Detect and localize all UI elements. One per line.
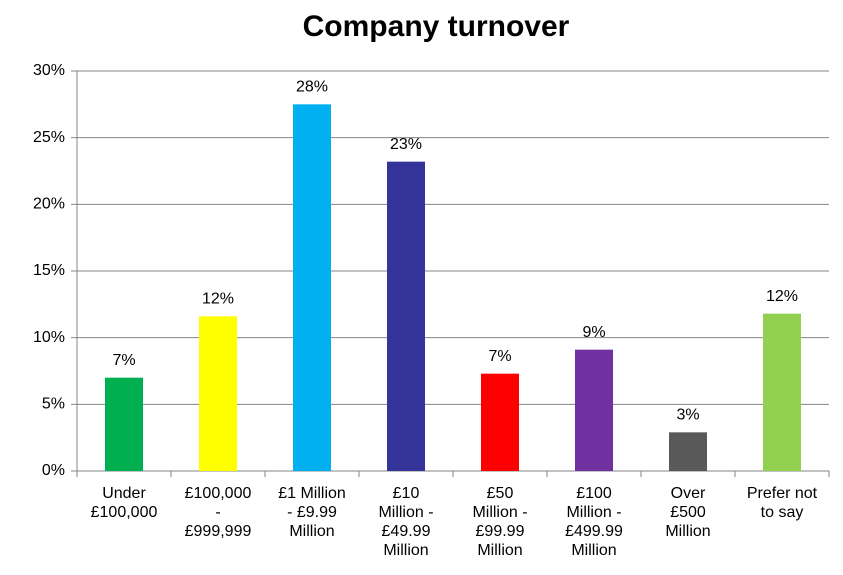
y-tick-label: 15% [33, 262, 65, 279]
y-tick-label: 25% [33, 129, 65, 146]
data-label: 23% [390, 136, 422, 153]
x-tick-label: £10 Million -£49.99 Million [378, 485, 433, 559]
bar [669, 432, 707, 471]
bar [105, 377, 143, 471]
bar [575, 349, 613, 471]
x-tick-label: £50 Million -£99.99 Million [472, 485, 527, 559]
data-label: 7% [112, 352, 135, 369]
data-label: 7% [488, 348, 511, 365]
x-tick-label: £100 Million -£499.99 Million [565, 485, 623, 559]
data-label: 12% [766, 288, 798, 305]
y-tick-label: 30% [33, 62, 65, 79]
y-tick-label: 5% [42, 396, 65, 413]
data-label: 3% [676, 407, 699, 424]
x-tick-label: £1 Million - £9.99 Million [278, 485, 346, 540]
data-label: 28% [296, 79, 328, 96]
bar [387, 161, 425, 471]
x-tick-label: Prefer not to say [747, 485, 818, 521]
x-tick-label: £100,000 -£999,999 [185, 485, 252, 540]
x-tick-label: Under £100,000 [91, 485, 158, 521]
bar [763, 313, 801, 471]
y-tick-label: 10% [33, 329, 65, 346]
y-tick-label: 20% [33, 196, 65, 213]
y-tick-label: 0% [42, 462, 65, 479]
chart-title: Company turnover [303, 10, 570, 43]
data-label: 9% [582, 324, 605, 341]
bar [481, 373, 519, 471]
x-tick-label: Over £500 Million [665, 485, 710, 540]
bar [293, 104, 331, 471]
bar [199, 316, 237, 471]
data-label: 12% [202, 291, 234, 308]
